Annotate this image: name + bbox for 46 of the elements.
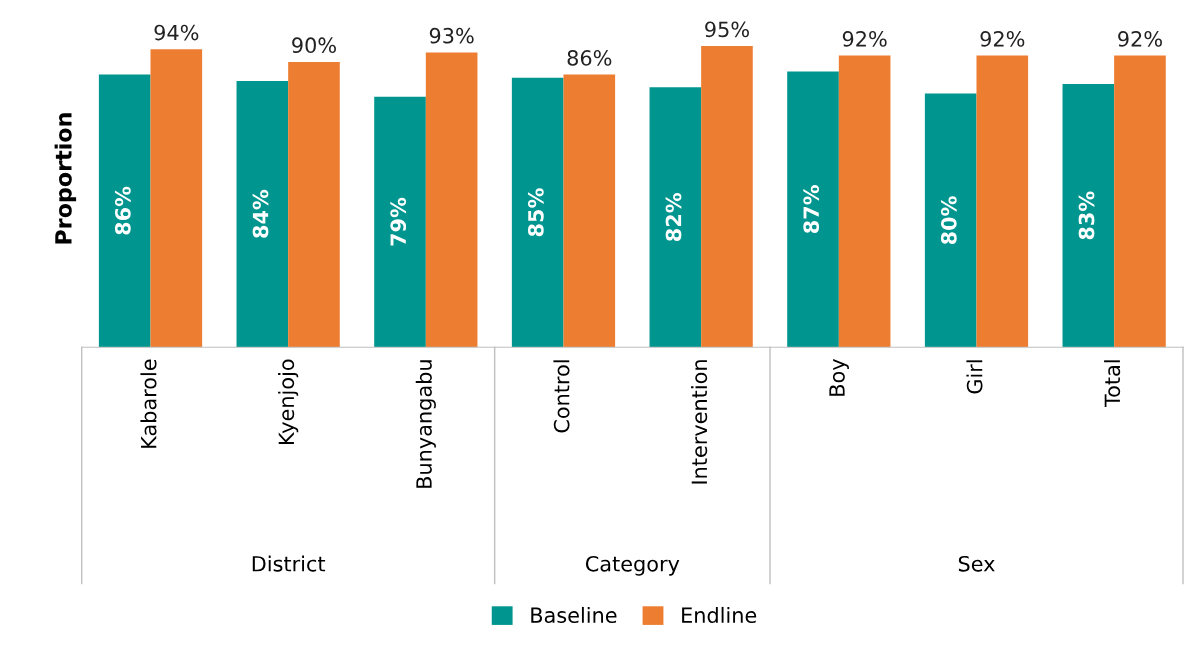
data-label: 79% <box>390 197 407 246</box>
bar <box>1114 55 1166 348</box>
x-tick-label: Kabarole <box>140 359 157 448</box>
data-label: 92% <box>1118 31 1162 47</box>
data-label: 80% <box>940 196 957 245</box>
bar <box>563 74 616 348</box>
data-label: 83% <box>1078 191 1095 240</box>
bar <box>150 49 203 348</box>
bar <box>701 46 753 348</box>
data-label: 82% <box>665 193 682 241</box>
bar <box>98 74 151 348</box>
bar <box>511 77 564 348</box>
bar <box>976 55 1029 348</box>
x-tick-label: Boy <box>829 359 849 396</box>
x-tick-label: Total <box>1104 360 1121 408</box>
data-label: 85% <box>527 188 544 237</box>
legend-label: Endline <box>682 606 757 624</box>
data-label: 86% <box>114 186 131 235</box>
x-tick-label: Kyenjojo <box>278 359 299 444</box>
x-tick-label: Intervention <box>691 360 708 484</box>
data-label: 94% <box>154 24 199 41</box>
legend-label: Baseline <box>531 606 617 624</box>
x-tick-label: Girl <box>966 360 983 394</box>
data-label: 93% <box>429 27 474 44</box>
data-label: 92% <box>980 31 1025 47</box>
data-label: 95% <box>705 21 749 38</box>
bar <box>236 80 289 348</box>
x-tick-label: Control <box>553 360 570 433</box>
bar <box>924 93 977 348</box>
bar <box>649 87 702 348</box>
text: Category <box>585 555 680 576</box>
data-label: 84% <box>252 189 269 238</box>
bar <box>425 52 478 348</box>
y-axis-title: Proportion <box>54 113 77 244</box>
bar <box>374 96 426 348</box>
bar <box>1062 84 1115 348</box>
data-label: 90% <box>292 37 336 54</box>
text: District <box>252 555 326 572</box>
text: Sex <box>958 555 995 572</box>
data-label: 87% <box>803 185 820 234</box>
bar <box>288 61 340 348</box>
x-tick-label: Bunyangabu <box>415 360 436 488</box>
bar <box>838 55 891 348</box>
bar <box>787 71 839 348</box>
data-label: 86% <box>567 50 612 66</box>
data-label: 92% <box>842 31 887 47</box>
